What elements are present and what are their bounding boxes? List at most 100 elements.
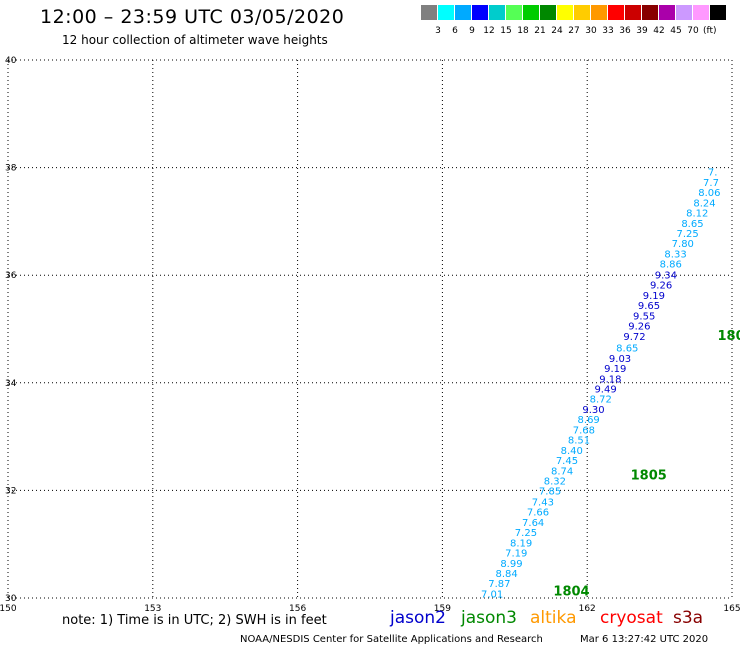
legend-swatch xyxy=(506,5,523,20)
legend-swatch xyxy=(421,5,438,20)
longitude-tick-label: 162 xyxy=(579,604,596,614)
satellite-cryosat-label: cryosat xyxy=(600,608,663,628)
legend-swatch xyxy=(642,5,659,20)
wave-height-value: 8.69 xyxy=(578,415,600,426)
timestamp-text: Mar 6 13:27:42 UTC 2020 xyxy=(580,634,709,645)
wave-height-value: 8.06 xyxy=(698,188,720,199)
wave-height-value: 7.25 xyxy=(676,229,698,240)
longitude-tick-label: 153 xyxy=(144,604,161,614)
wave-height-value: 9.72 xyxy=(623,332,645,343)
satellite-jason3-label: jason3 xyxy=(461,608,517,628)
legend-swatch xyxy=(472,5,489,20)
page-title: 12:00 – 23:59 UTC 03/05/2020 xyxy=(40,6,345,28)
legend-swatch xyxy=(438,5,455,20)
latitude-tick-label: 34 xyxy=(5,379,17,389)
wave-height-value: 9.19 xyxy=(604,364,626,375)
satellite-jason2-label: jason2 xyxy=(390,608,446,628)
legend-swatch xyxy=(523,5,540,20)
legend-swatch xyxy=(489,5,506,20)
wave-height-value: 8.19 xyxy=(510,538,532,549)
longitude-tick-label: 165 xyxy=(723,604,740,614)
longitude-tick-label: 150 xyxy=(0,604,17,614)
legend-swatch xyxy=(676,5,693,20)
wave-height-value: 9.65 xyxy=(638,301,660,312)
wave-height-value: 7.85 xyxy=(539,487,561,498)
legend-swatch xyxy=(693,5,710,20)
wave-height-value: 8.40 xyxy=(561,446,583,457)
wave-height-value: 8.86 xyxy=(660,260,682,271)
wave-height-value: 9.03 xyxy=(609,354,631,365)
wave-height-value: 9.18 xyxy=(599,374,621,385)
wave-height-value: 7.64 xyxy=(522,518,544,529)
legend-swatch xyxy=(659,5,676,20)
wave-height-value: 7.45 xyxy=(556,456,578,467)
legend-swatch xyxy=(591,5,608,20)
legend-label: 30 xyxy=(585,26,597,36)
wave-height-value: 8.12 xyxy=(686,209,708,220)
orbit-track-label: 1804 xyxy=(553,584,589,599)
wave-height-value: 7.87 xyxy=(488,579,510,590)
legend-unit: (ft) xyxy=(703,26,717,36)
legend-label: 33 xyxy=(602,26,614,36)
longitude-tick-label: 156 xyxy=(289,604,306,614)
wave-height-value: 7.01 xyxy=(481,589,503,600)
legend-swatch xyxy=(625,5,642,20)
legend-swatch xyxy=(710,5,727,20)
wave-height-value: 7.68 xyxy=(573,425,595,436)
legend-label: 24 xyxy=(551,26,563,36)
orbit-track-label: 1805 xyxy=(631,469,667,484)
legend-label: 18 xyxy=(517,26,529,36)
credit-text: NOAA/NESDIS Center for Satellite Applica… xyxy=(240,634,543,645)
legend-label: 9 xyxy=(469,26,475,36)
page-subtitle: 12 hour collection of altimeter wave hei… xyxy=(62,33,328,47)
orbit-track-label: 1806 xyxy=(718,329,740,344)
wave-height-value: 9.26 xyxy=(628,322,650,333)
legend-swatch xyxy=(455,5,472,20)
wave-height-value: 8.24 xyxy=(693,198,715,209)
latitude-tick-label: 32 xyxy=(5,486,16,496)
wave-height-value: 9.34 xyxy=(655,270,677,281)
wave-height-value: 8.99 xyxy=(500,559,522,570)
wave-height-value: 7.19 xyxy=(505,549,527,560)
wave-height-value: 8.84 xyxy=(495,569,517,580)
latitude-tick-label: 38 xyxy=(5,164,17,174)
legend-label: 70 xyxy=(687,26,699,36)
wave-height-value: 7.66 xyxy=(527,508,549,519)
satellite-altika-label: altika xyxy=(530,608,577,628)
wave-height-value: 8.74 xyxy=(551,466,573,477)
wave-height-value: 8.65 xyxy=(681,219,703,230)
legend-label: 6 xyxy=(452,26,458,36)
latitude-tick-label: 30 xyxy=(5,594,17,604)
legend-label: 3 xyxy=(435,26,441,36)
legend-label: 36 xyxy=(619,26,631,36)
wave-height-value: 8.51 xyxy=(568,436,590,447)
wave-height-value: 7. xyxy=(708,168,718,179)
legend-swatch xyxy=(557,5,574,20)
wave-height-value: 9.30 xyxy=(582,405,604,416)
wave-height-value: 7.25 xyxy=(515,528,537,539)
legend-label: 12 xyxy=(483,26,495,36)
legend-label: 39 xyxy=(636,26,648,36)
wave-height-value: 8.65 xyxy=(616,344,638,355)
wave-height-value: 9.49 xyxy=(594,384,616,395)
legend-label: 21 xyxy=(534,26,546,36)
legend-swatch xyxy=(574,5,591,20)
legend-label: 27 xyxy=(568,26,580,36)
wave-height-value: 8.72 xyxy=(590,395,612,406)
wave-height-value: 7.7 xyxy=(703,178,719,189)
wave-height-value: 8.33 xyxy=(664,249,686,260)
wave-height-value: 8.32 xyxy=(544,476,566,487)
latitude-tick-label: 36 xyxy=(5,271,17,281)
legend-label: 15 xyxy=(500,26,512,36)
wave-height-value: 9.55 xyxy=(633,311,655,322)
satellite-s3a-label: s3a xyxy=(673,608,704,628)
latitude-tick-label: 40 xyxy=(5,56,17,66)
wave-height-value: 7.80 xyxy=(672,239,694,250)
legend-label: 45 xyxy=(670,26,682,36)
wave-height-value: 7.43 xyxy=(532,497,554,508)
units-note: note: 1) Time is in UTC; 2) SWH is in fe… xyxy=(62,613,327,628)
wave-height-value: 9.19 xyxy=(643,291,665,302)
legend-swatch xyxy=(540,5,557,20)
legend-label: 42 xyxy=(653,26,665,36)
